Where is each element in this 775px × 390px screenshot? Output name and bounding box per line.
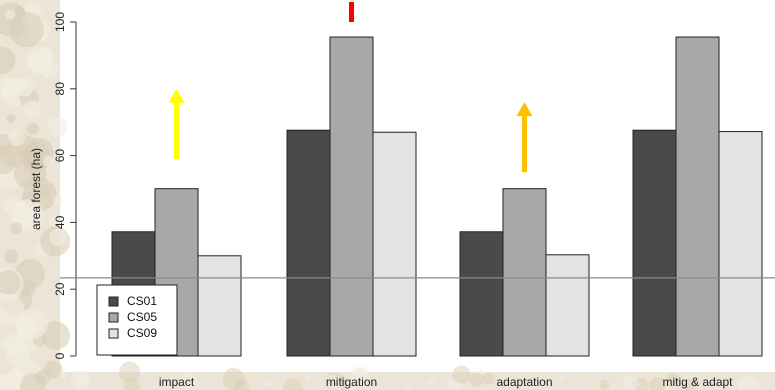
- background-texture-spot: [282, 378, 303, 390]
- y-axis-title: area forest (ha): [29, 148, 43, 230]
- background-texture-spot: [13, 156, 47, 190]
- bar-cs05: [329, 36, 374, 357]
- background-texture-spot: [649, 377, 666, 390]
- background-texture-spot: [305, 374, 312, 381]
- background-texture-spot: [558, 374, 566, 382]
- bar-cs01: [632, 129, 677, 357]
- background-texture-spot: [737, 375, 761, 390]
- background-texture-spot: [684, 377, 697, 390]
- background-texture-spot: [599, 379, 610, 390]
- x-category-label: impact: [159, 375, 195, 389]
- background-texture-spot: [405, 385, 414, 390]
- y-tick-label: 60: [53, 149, 67, 163]
- background-texture-spot: [36, 184, 52, 200]
- background-texture-spot: [14, 5, 25, 16]
- background-texture-spot: [3, 249, 19, 264]
- background-texture-spot: [0, 338, 10, 349]
- x-category-label: adaptation: [496, 375, 552, 389]
- y-tick-label: 0: [53, 352, 67, 359]
- background-texture-spot: [427, 378, 436, 387]
- background-texture-spot: [5, 341, 31, 367]
- background-texture-spot: [48, 216, 59, 227]
- background-texture-spot: [0, 270, 21, 295]
- bar-cs09: [372, 131, 417, 357]
- background-texture-spot: [14, 77, 34, 97]
- x-category-label: mitigation: [326, 375, 377, 389]
- arrow-head: [168, 88, 185, 103]
- background-texture-spot: [6, 114, 16, 123]
- background-texture-spot: [47, 116, 68, 137]
- background-texture-spot: [42, 155, 54, 166]
- arrow-head: [516, 102, 533, 117]
- background-texture-spot: [41, 321, 71, 351]
- bar-cs01: [459, 231, 504, 357]
- legend-label-cs01: CS01: [127, 294, 157, 308]
- background-texture-spot: [118, 361, 141, 383]
- legend-swatch-cs05: [108, 312, 119, 323]
- legend-swatch-cs01: [108, 296, 119, 307]
- bar-cs09: [718, 131, 763, 357]
- y-tick-label: 100: [53, 12, 67, 32]
- background-texture-spot: [4, 9, 16, 20]
- background-texture-spot: [49, 228, 67, 247]
- background-texture-spot: [16, 308, 49, 340]
- background-texture-spot: [0, 373, 8, 388]
- background-texture-spot: [452, 365, 471, 384]
- background-texture-spot: [53, 196, 63, 206]
- background-texture-spot: [179, 373, 197, 390]
- background-texture-spot: [40, 60, 59, 79]
- background-texture-spot: [0, 46, 16, 75]
- y-tick-label: 20: [53, 282, 67, 296]
- bar-cs09: [197, 255, 242, 357]
- background-texture-spot: [23, 99, 42, 118]
- x-category-label: mitig & adapt: [662, 375, 733, 389]
- background-texture-spot: [350, 366, 371, 387]
- background-texture-spot: [26, 122, 39, 136]
- background-texture-spot: [8, 11, 45, 48]
- legend-swatch-cs09: [108, 328, 119, 339]
- background-texture-spot: [665, 373, 679, 386]
- legend-label-cs09: CS09: [127, 326, 157, 340]
- background-texture-spot: [70, 370, 90, 390]
- background-texture-spot: [123, 378, 140, 390]
- bar-cs09: [545, 254, 590, 357]
- y-tick-label: 40: [53, 215, 67, 229]
- y-tick-label: 80: [53, 82, 67, 96]
- background-texture-spot: [58, 370, 68, 379]
- background-texture-spot: [482, 372, 495, 385]
- background-texture-spot: [222, 367, 245, 390]
- background-texture-spot: [263, 379, 272, 388]
- background-texture-spot: [36, 369, 52, 385]
- bar-cs05: [502, 188, 547, 357]
- background-texture-spot: [322, 374, 343, 390]
- background-texture-spot: [623, 375, 640, 390]
- background-texture-spot: [469, 372, 484, 387]
- background-texture-spot: [10, 222, 23, 235]
- background-texture-spot: [8, 129, 26, 147]
- bar-cs05: [675, 36, 720, 357]
- background-texture-spot: [6, 372, 15, 381]
- bar-cs01: [286, 129, 331, 357]
- legend-label-cs05: CS05: [127, 310, 157, 324]
